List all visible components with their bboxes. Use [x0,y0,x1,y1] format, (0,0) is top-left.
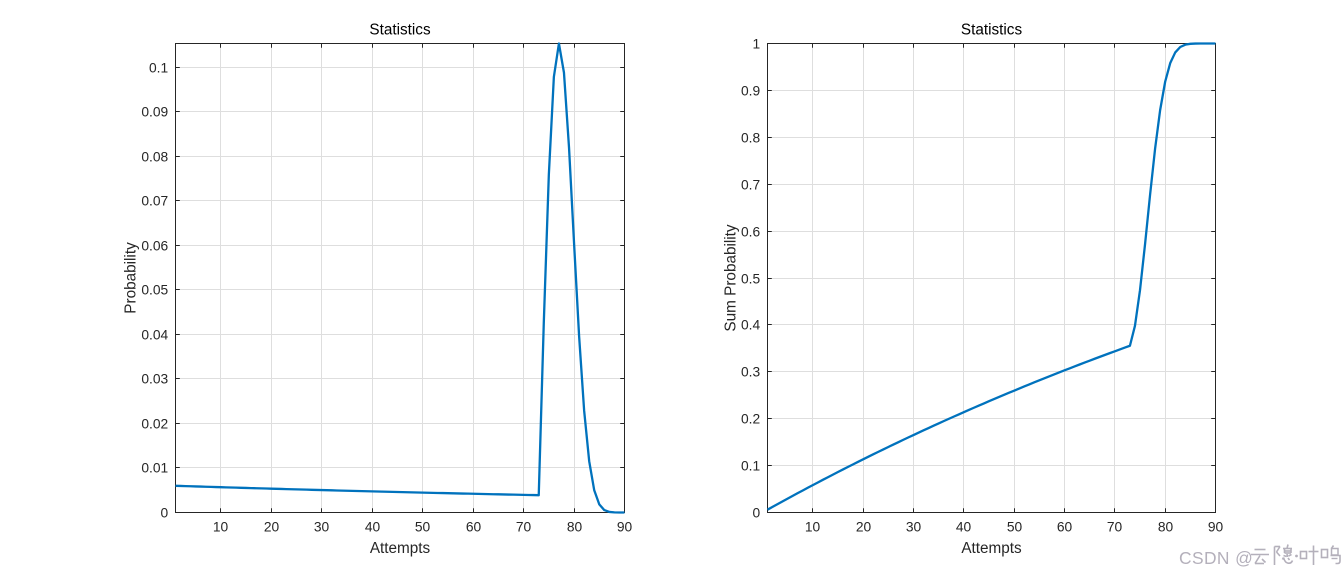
svg-text:40: 40 [365,520,381,535]
svg-text:1: 1 [753,37,761,52]
svg-text:0.1: 0.1 [741,459,760,474]
svg-text:Statistics: Statistics [961,22,1023,39]
svg-text:40: 40 [956,520,972,535]
svg-text:0.07: 0.07 [141,194,168,209]
svg-text:80: 80 [567,520,583,535]
svg-text:90: 90 [617,520,633,535]
svg-text:0.1: 0.1 [149,61,168,76]
svg-text:20: 20 [264,520,280,535]
svg-text:80: 80 [1158,520,1174,535]
svg-text:60: 60 [466,520,482,535]
svg-text:Attempts: Attempts [370,540,431,557]
svg-text:20: 20 [856,520,872,535]
svg-text:0.01: 0.01 [141,461,168,476]
svg-text:0.02: 0.02 [141,417,168,432]
svg-text:90: 90 [1208,520,1224,535]
svg-text:10: 10 [213,520,229,535]
svg-text:0.5: 0.5 [741,272,761,287]
svg-text:0.04: 0.04 [141,328,168,343]
svg-text:0.7: 0.7 [741,178,760,193]
svg-text:60: 60 [1057,520,1073,535]
svg-text:0.6: 0.6 [741,225,761,240]
svg-text:10: 10 [805,520,821,535]
svg-text:Statistics: Statistics [369,22,431,39]
svg-text:0.9: 0.9 [741,84,761,99]
svg-text:70: 70 [516,520,532,535]
svg-text:30: 30 [314,520,330,535]
svg-text:0.05: 0.05 [141,283,168,298]
svg-text:Attempts: Attempts [961,540,1022,557]
svg-text:CSDN @: CSDN @ [1179,548,1253,568]
svg-text:0.3: 0.3 [741,365,761,380]
svg-text:Sum Probability: Sum Probability [723,224,740,331]
svg-text:0.08: 0.08 [141,150,168,165]
svg-text:0.06: 0.06 [141,239,168,254]
svg-text:70: 70 [1107,520,1123,535]
svg-text:0.2: 0.2 [741,412,760,427]
svg-text:0.4: 0.4 [741,318,761,333]
svg-text:50: 50 [1007,520,1023,535]
svg-text:Probability: Probability [123,242,140,314]
svg-text:50: 50 [415,520,431,535]
svg-text:30: 30 [906,520,922,535]
svg-text:0.8: 0.8 [741,131,761,146]
svg-text:0: 0 [161,506,169,521]
svg-text:0.03: 0.03 [141,372,168,387]
svg-text:0.09: 0.09 [141,105,168,120]
svg-text:0: 0 [753,506,761,521]
